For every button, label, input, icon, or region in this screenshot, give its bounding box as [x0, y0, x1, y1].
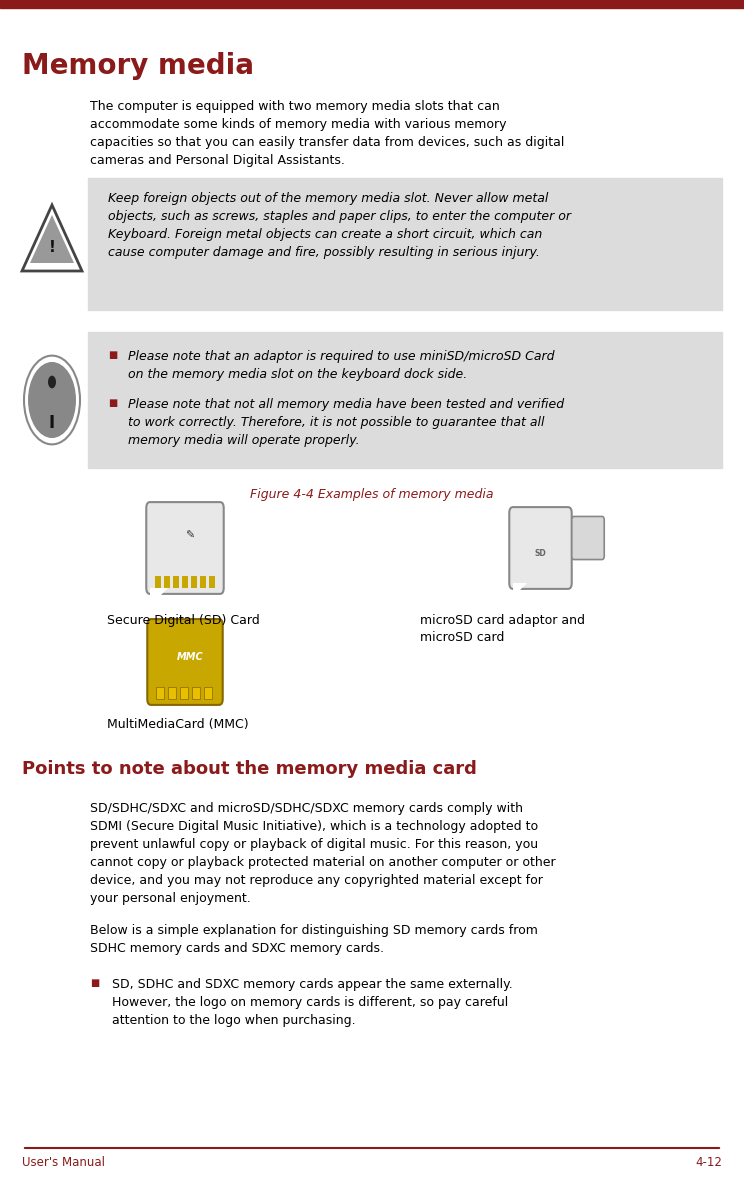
Text: Below is a simple explanation for distinguishing SD memory cards from: Below is a simple explanation for distin…	[90, 924, 538, 937]
Text: 4-12: 4-12	[695, 1155, 722, 1170]
Text: cannot copy or playback protected material on another computer or other: cannot copy or playback protected materi…	[90, 856, 556, 869]
Text: However, the logo on memory cards is different, so pay careful: However, the logo on memory cards is dif…	[112, 996, 508, 1009]
Text: SD, SDHC and SDXC memory cards appear the same externally.: SD, SDHC and SDXC memory cards appear th…	[112, 979, 513, 992]
Text: SD/SDHC/SDXC and microSD/SDHC/SDXC memory cards comply with: SD/SDHC/SDXC and microSD/SDHC/SDXC memor…	[90, 802, 523, 815]
Text: Secure Digital (SD) Card: Secure Digital (SD) Card	[107, 614, 260, 627]
Text: cameras and Personal Digital Assistants.: cameras and Personal Digital Assistants.	[90, 154, 345, 167]
Text: to work correctly. Therefore, it is not possible to guarantee that all: to work correctly. Therefore, it is not …	[128, 416, 545, 429]
Text: Points to note about the memory media card: Points to note about the memory media ca…	[22, 760, 477, 778]
Text: objects, such as screws, staples and paper clips, to enter the computer or: objects, such as screws, staples and pap…	[108, 210, 571, 223]
Text: SDMI (Secure Digital Music Initiative), which is a technology adopted to: SDMI (Secure Digital Music Initiative), …	[90, 821, 538, 834]
Text: ■: ■	[108, 350, 118, 360]
Text: your personal enjoyment.: your personal enjoyment.	[90, 893, 251, 905]
Text: MMC: MMC	[176, 652, 203, 661]
Text: User's Manual: User's Manual	[22, 1155, 105, 1170]
Text: SDHC memory cards and SDXC memory cards.: SDHC memory cards and SDXC memory cards.	[90, 942, 384, 955]
Text: microSD card: microSD card	[420, 631, 504, 644]
Text: Please note that not all memory media have been tested and verified: Please note that not all memory media ha…	[128, 399, 564, 411]
Text: ■: ■	[90, 979, 99, 988]
Text: SD: SD	[534, 548, 546, 558]
Text: accommodate some kinds of memory media with various memory: accommodate some kinds of memory media w…	[90, 118, 507, 131]
Text: device, and you may not reproduce any copyrighted material except for: device, and you may not reproduce any co…	[90, 874, 543, 887]
Text: Memory media: Memory media	[22, 52, 254, 80]
Text: Keep foreign objects out of the memory media slot. Never allow metal: Keep foreign objects out of the memory m…	[108, 192, 548, 205]
Text: ■: ■	[108, 399, 118, 408]
Text: attention to the logo when purchasing.: attention to the logo when purchasing.	[112, 1014, 356, 1027]
Text: I: I	[49, 414, 55, 432]
Text: on the memory media slot on the keyboard dock side.: on the memory media slot on the keyboard…	[128, 368, 467, 381]
Text: !: !	[48, 241, 56, 256]
Text: The computer is equipped with two memory media slots that can: The computer is equipped with two memory…	[90, 100, 500, 113]
Text: capacities so that you can easily transfer data from devices, such as digital: capacities so that you can easily transf…	[90, 136, 565, 149]
Text: ✎: ✎	[185, 531, 195, 541]
Text: MultiMediaCard (MMC): MultiMediaCard (MMC)	[107, 718, 248, 731]
Text: Figure 4-4 Examples of memory media: Figure 4-4 Examples of memory media	[250, 488, 494, 501]
Text: memory media will operate properly.: memory media will operate properly.	[128, 434, 359, 447]
Text: prevent unlawful copy or playback of digital music. For this reason, you: prevent unlawful copy or playback of dig…	[90, 838, 538, 851]
Text: cause computer damage and fire, possibly resulting in serious injury.: cause computer damage and fire, possibly…	[108, 246, 540, 259]
Text: Please note that an adaptor is required to use miniSD/microSD Card: Please note that an adaptor is required …	[128, 350, 554, 363]
Text: Keyboard. Foreign metal objects can create a short circuit, which can: Keyboard. Foreign metal objects can crea…	[108, 228, 542, 241]
Text: microSD card adaptor and: microSD card adaptor and	[420, 614, 585, 627]
